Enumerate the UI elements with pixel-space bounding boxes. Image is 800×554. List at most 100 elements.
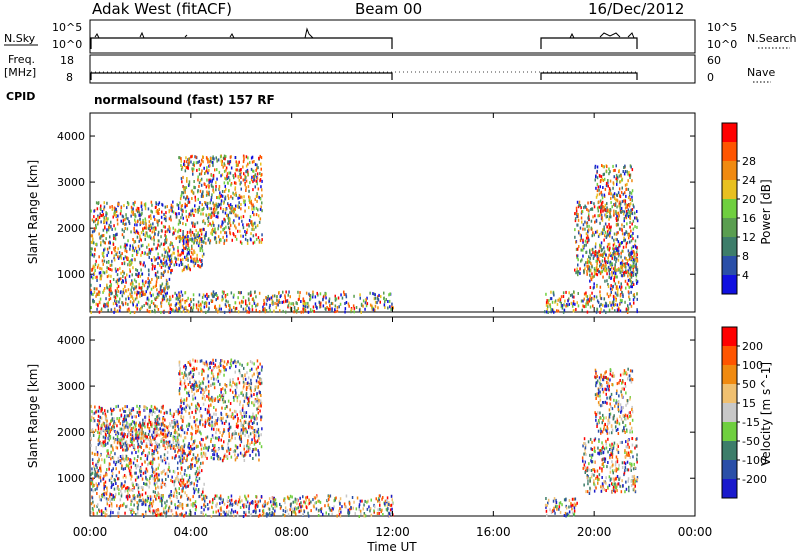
power-echo-cell <box>160 292 162 296</box>
velocity-echo-cell <box>112 494 114 498</box>
power-echo-cell <box>181 248 184 252</box>
power-echo-cell <box>210 299 213 303</box>
power-echo-cell <box>577 292 579 295</box>
power-echo-cell <box>203 228 205 232</box>
velocity-echo-cell <box>213 453 216 457</box>
power-echo-cell <box>388 299 391 303</box>
power-echo-cell <box>116 286 119 290</box>
power-echo-cell <box>330 301 333 305</box>
velocity-echo-cell <box>142 430 144 434</box>
power-echo-cell <box>603 250 606 254</box>
power-echo-cell <box>599 199 602 203</box>
power-echo-cell <box>174 256 176 260</box>
velocity-echo-cell <box>204 420 207 424</box>
power-echo-cell <box>593 274 595 278</box>
power-echo-cell <box>558 297 561 301</box>
power-echo-cell <box>142 282 144 286</box>
power-echo-cell <box>134 231 137 235</box>
power-echo-cell <box>219 191 221 195</box>
power-echo-cell <box>92 293 94 296</box>
power-echo-cell <box>166 238 168 242</box>
power-echo-cell <box>595 219 598 223</box>
power-echo-cell <box>148 310 150 314</box>
power-echo-cell <box>130 288 132 292</box>
power-echo-cell <box>140 286 142 290</box>
power-echo-cell <box>599 304 601 308</box>
power-echo-cell <box>580 299 583 303</box>
power-echo-cell <box>135 208 138 212</box>
power-echo-cell <box>594 178 596 182</box>
power-echo-cell <box>104 241 106 245</box>
power-echo-cell <box>132 210 135 214</box>
velocity-echo-cell <box>242 431 244 435</box>
power-echo-cell <box>103 240 106 244</box>
power-echo-cell <box>157 203 160 206</box>
velocity-echo-cell <box>128 414 131 418</box>
power-echo-cell <box>108 288 111 292</box>
velocity-echo-cell <box>98 441 101 445</box>
power-echo-cell <box>227 196 230 200</box>
velocity-echo-cell <box>185 367 187 371</box>
power-echo-cell <box>93 300 95 303</box>
power-echo-cell <box>218 185 221 188</box>
power-echo-cell <box>166 251 169 255</box>
velocity-echo-cell <box>148 414 150 418</box>
power-echo-cell <box>135 268 137 272</box>
velocity-echo-cell <box>197 444 199 448</box>
power-echo-cell <box>142 263 144 267</box>
power-echo-cell <box>618 169 620 173</box>
velocity-echo-cell <box>146 457 148 461</box>
velocity-echo-cell <box>216 454 218 458</box>
velocity-echo-cell <box>184 491 186 495</box>
velocity-echo-cell <box>170 443 173 447</box>
velocity-echo-cell <box>119 443 122 447</box>
power-echo-cell <box>183 160 186 164</box>
power-echo-cell <box>610 201 612 205</box>
velocity-echo-cell <box>133 444 135 448</box>
power-echo-cell <box>388 293 390 297</box>
power-echo-cell <box>630 275 633 279</box>
power-echo-cell <box>100 220 102 224</box>
velocity-echo-cell <box>97 409 100 413</box>
power-echo-cell <box>174 304 177 307</box>
velocity-echo-cell <box>144 419 146 423</box>
power-echo-cell <box>552 308 555 312</box>
velocity-echo-cell <box>144 434 147 438</box>
power-echo-cell <box>115 208 117 211</box>
power-echo-cell <box>170 261 172 265</box>
power-echo-cell <box>141 272 144 276</box>
velocity-echo-cell <box>141 436 143 440</box>
power-echo-cell <box>331 302 334 306</box>
power-echo-cell <box>198 205 201 209</box>
velocity-echo-cell <box>122 448 124 452</box>
power-echo-cell <box>180 207 182 211</box>
power-echo-cell <box>247 170 249 174</box>
velocity-echo-cell <box>215 428 218 431</box>
power-echo-cell <box>277 303 279 307</box>
power-echo-cell <box>210 196 213 199</box>
velocity-echo-cell <box>133 414 135 418</box>
power-echo-cell <box>186 234 188 237</box>
power-echo-cell <box>632 237 634 241</box>
power-echo-cell <box>579 226 582 230</box>
power-echo-cell <box>563 308 566 312</box>
power-echo-cell <box>161 282 164 286</box>
power-echo-cell <box>245 175 247 179</box>
power-echo-cell <box>383 291 385 295</box>
power-echo-cell <box>108 298 110 302</box>
velocity-echo-cell <box>243 414 246 418</box>
power-echo-cell <box>215 307 218 311</box>
velocity-echo-cell <box>92 430 95 434</box>
power-echo-cell <box>202 219 205 223</box>
power-echo-cell <box>113 254 115 258</box>
velocity-echo-cell <box>124 467 126 470</box>
power-echo-cell <box>212 177 215 181</box>
power-echo-cell <box>141 294 143 297</box>
power-echo-cell <box>116 300 118 304</box>
velocity-echo-cell <box>158 417 161 421</box>
power-echo-cell <box>625 194 627 198</box>
velocity-echo-cell <box>190 447 193 451</box>
velocity-echo-cell <box>209 416 212 420</box>
power-echo-cell <box>556 302 559 306</box>
velocity-echo-cell <box>125 444 127 447</box>
